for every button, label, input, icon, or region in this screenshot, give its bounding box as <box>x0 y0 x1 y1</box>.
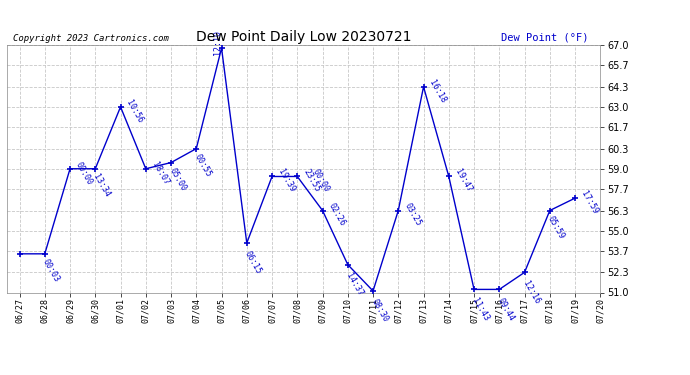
Text: 18:07: 18:07 <box>150 160 170 186</box>
Text: 23:55: 23:55 <box>302 168 322 194</box>
Text: 09:44: 09:44 <box>495 296 516 322</box>
Text: 17:59: 17:59 <box>579 189 600 216</box>
Text: 05:00: 05:00 <box>168 167 188 193</box>
Text: 19:39: 19:39 <box>276 168 297 194</box>
Text: 00:03: 00:03 <box>41 258 61 284</box>
Text: 00:00: 00:00 <box>311 168 331 194</box>
Text: 16:18: 16:18 <box>428 78 448 104</box>
Text: 06:15: 06:15 <box>243 250 264 276</box>
Text: 08:30: 08:30 <box>369 298 390 324</box>
Text: Dew Point (°F): Dew Point (°F) <box>501 33 589 42</box>
Text: 00:00: 00:00 <box>75 160 95 186</box>
Text: Copyright 2023 Cartronics.com: Copyright 2023 Cartronics.com <box>13 33 169 42</box>
Text: 12:10: 12:10 <box>213 30 221 55</box>
Text: 11:43: 11:43 <box>471 296 491 322</box>
Text: 03:25: 03:25 <box>402 202 423 228</box>
Text: 10:56: 10:56 <box>125 98 145 124</box>
Text: 14:37: 14:37 <box>344 272 364 298</box>
Text: 02:26: 02:26 <box>326 202 347 228</box>
Text: 13:34: 13:34 <box>92 173 112 199</box>
Text: 19:47: 19:47 <box>453 168 473 194</box>
Text: 12:16: 12:16 <box>521 279 541 306</box>
Text: 00:55: 00:55 <box>193 153 213 179</box>
Text: 05:59: 05:59 <box>546 214 566 241</box>
Title: Dew Point Daily Low 20230721: Dew Point Daily Low 20230721 <box>196 30 411 44</box>
